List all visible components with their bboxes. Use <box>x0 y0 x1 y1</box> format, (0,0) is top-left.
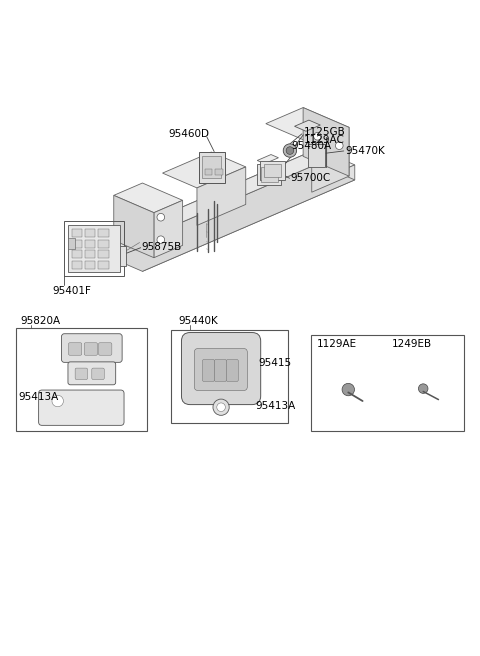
Polygon shape <box>105 149 317 255</box>
Polygon shape <box>114 195 154 258</box>
Bar <box>85 261 96 268</box>
Bar <box>98 230 109 237</box>
Bar <box>260 161 285 180</box>
Bar <box>85 230 96 237</box>
Polygon shape <box>163 152 246 188</box>
Bar <box>308 144 324 167</box>
Text: 1129AE: 1129AE <box>317 339 358 349</box>
Text: 95480A: 95480A <box>291 141 331 151</box>
Bar <box>68 237 75 249</box>
Polygon shape <box>312 127 349 192</box>
Bar <box>85 251 96 258</box>
FancyBboxPatch shape <box>181 333 261 405</box>
Bar <box>202 156 221 178</box>
Polygon shape <box>266 108 349 144</box>
Circle shape <box>217 403 226 411</box>
Polygon shape <box>143 165 355 272</box>
Circle shape <box>283 144 297 157</box>
Text: 1129AC: 1129AC <box>304 135 345 145</box>
FancyBboxPatch shape <box>61 334 122 362</box>
Bar <box>85 240 96 247</box>
Text: 95413A: 95413A <box>18 392 59 402</box>
Polygon shape <box>105 164 355 272</box>
Circle shape <box>286 147 294 154</box>
FancyBboxPatch shape <box>75 368 87 380</box>
Circle shape <box>342 383 355 396</box>
Bar <box>261 167 277 182</box>
Circle shape <box>419 384 428 394</box>
Polygon shape <box>303 108 349 176</box>
Bar <box>215 169 223 175</box>
Bar <box>264 164 281 177</box>
FancyBboxPatch shape <box>68 362 116 385</box>
Text: 95415: 95415 <box>259 358 292 368</box>
FancyBboxPatch shape <box>215 359 227 381</box>
Bar <box>199 152 225 182</box>
FancyBboxPatch shape <box>203 359 215 381</box>
Text: 95440K: 95440K <box>178 316 218 326</box>
Text: 95875B: 95875B <box>142 242 182 252</box>
FancyBboxPatch shape <box>84 343 97 355</box>
Circle shape <box>313 133 321 140</box>
Bar <box>72 251 82 258</box>
Bar <box>257 164 281 186</box>
FancyBboxPatch shape <box>92 368 104 380</box>
FancyBboxPatch shape <box>194 348 247 390</box>
Text: 95820A: 95820A <box>21 316 60 326</box>
Bar <box>16 328 147 430</box>
Circle shape <box>336 142 343 150</box>
Bar <box>100 246 126 266</box>
FancyBboxPatch shape <box>98 343 112 355</box>
FancyBboxPatch shape <box>227 359 238 381</box>
Bar <box>204 169 212 175</box>
FancyBboxPatch shape <box>69 343 82 355</box>
Text: 95413A: 95413A <box>255 401 295 411</box>
Text: 95700C: 95700C <box>290 173 331 183</box>
Text: 95401F: 95401F <box>52 287 91 297</box>
Text: 1125GB: 1125GB <box>304 127 346 137</box>
Bar <box>72 240 82 247</box>
Bar <box>98 251 109 258</box>
Bar <box>68 224 120 272</box>
Circle shape <box>48 392 67 411</box>
Bar <box>98 261 109 268</box>
Text: 95470K: 95470K <box>345 146 385 156</box>
Bar <box>64 221 124 276</box>
Text: 1249EB: 1249EB <box>392 339 432 349</box>
Bar <box>98 240 109 247</box>
Circle shape <box>157 213 165 221</box>
Polygon shape <box>197 167 246 226</box>
Polygon shape <box>295 120 320 131</box>
Polygon shape <box>105 149 355 256</box>
Bar <box>171 331 288 423</box>
Polygon shape <box>114 183 182 213</box>
Circle shape <box>213 399 229 415</box>
Circle shape <box>157 236 165 243</box>
Polygon shape <box>154 200 182 258</box>
FancyBboxPatch shape <box>38 390 124 425</box>
Bar <box>72 230 82 237</box>
Polygon shape <box>257 155 278 164</box>
Circle shape <box>52 396 63 407</box>
Bar <box>311 335 464 430</box>
Text: 95460D: 95460D <box>169 129 210 139</box>
Bar <box>72 261 82 268</box>
